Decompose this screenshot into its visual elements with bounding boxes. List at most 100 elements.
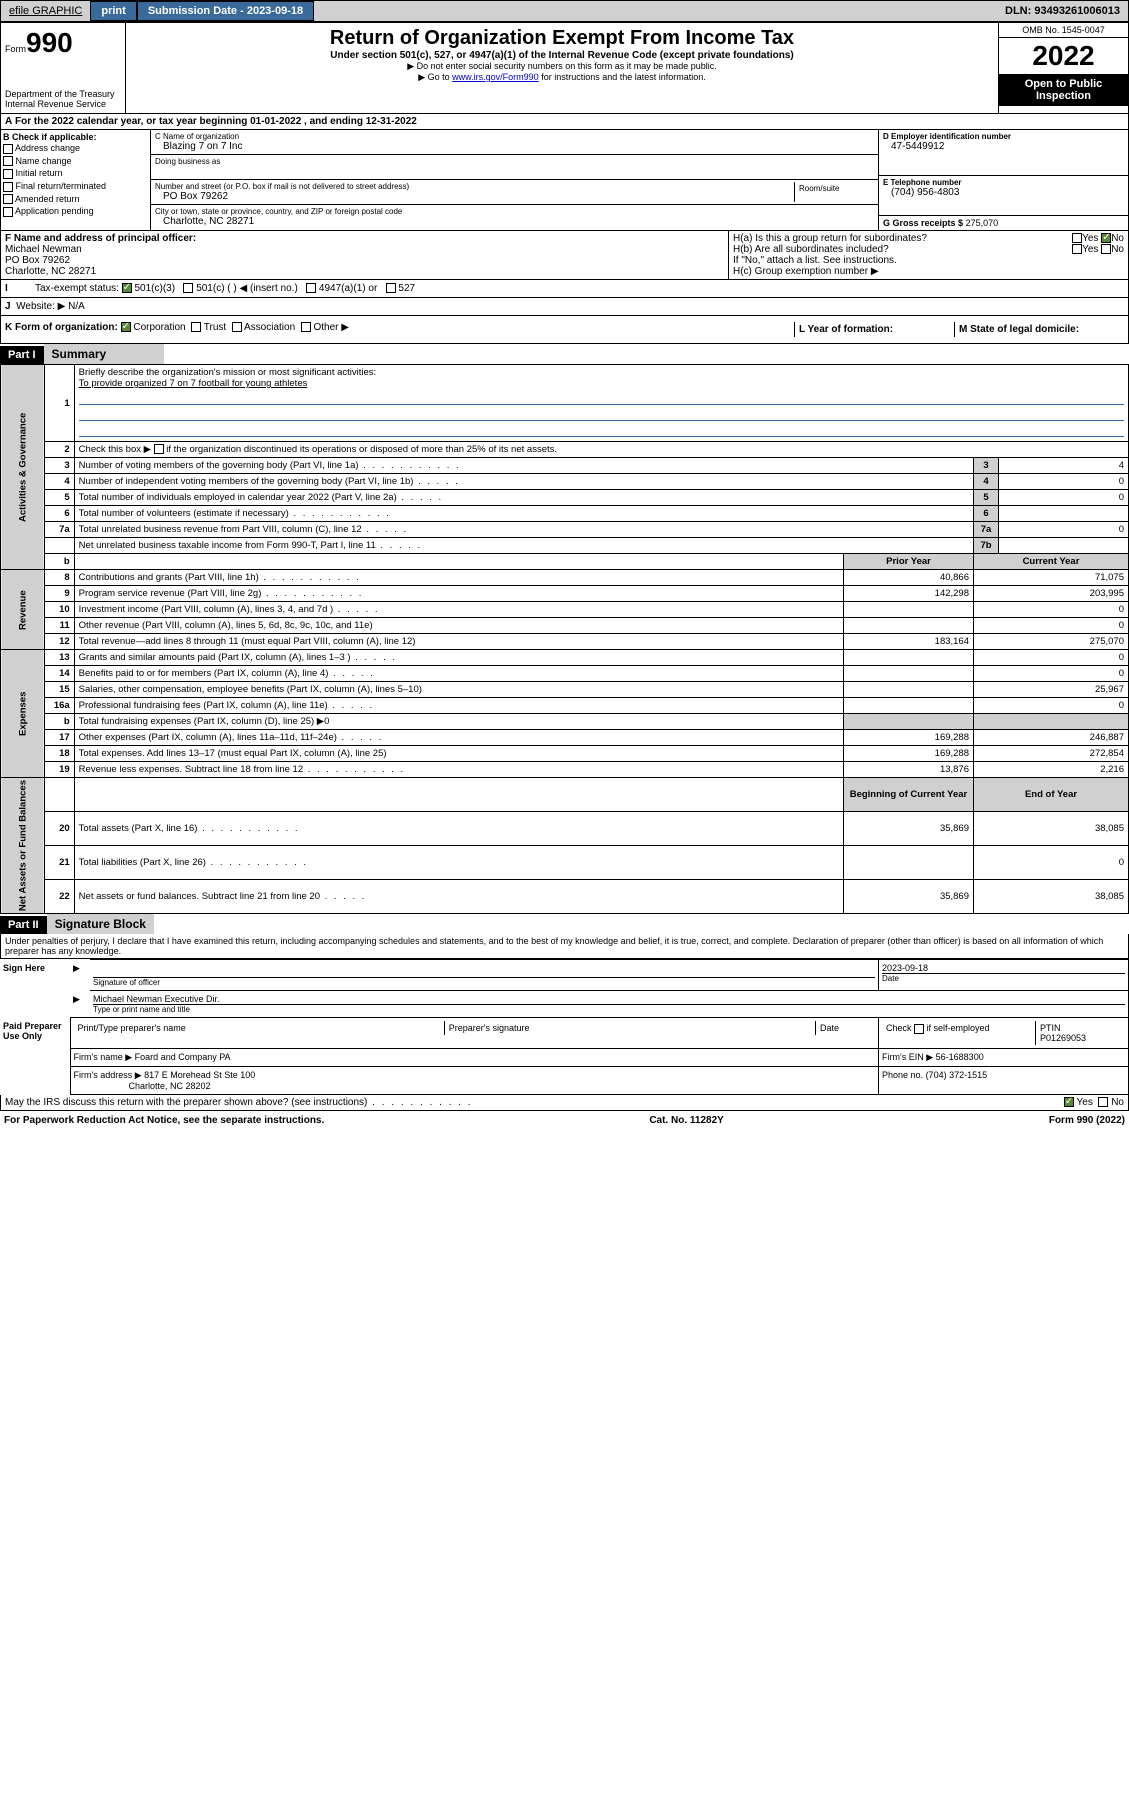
exp16a-curr: 0 [974,698,1129,714]
cb-discuss-yes[interactable] [1064,1097,1074,1107]
footer-catalog: Cat. No. 11282Y [649,1115,723,1126]
cb-hb-yes[interactable] [1072,244,1082,254]
addr-label: Number and street (or P.O. box if mail i… [155,182,794,191]
firm-ein-label: Firm's EIN ▶ [882,1052,933,1062]
declaration: Under penalties of perjury, I declare th… [0,934,1129,959]
org-city: Charlotte, NC 28271 [155,216,874,227]
officer-addr1: PO Box 79262 [5,255,724,266]
hc-label: H(c) Group exemption number ▶ [733,266,1124,277]
cb-corp[interactable] [121,322,131,332]
topbar: efile GRAPHIC print Submission Date - 20… [0,0,1129,22]
signature-table: Sign Here ▶ Signature of officer 2023-09… [0,959,1129,1095]
ein-label: D Employer identification number [883,132,1124,141]
prior-year-hdr: Prior Year [844,554,974,570]
omb-number: OMB No. 1545-0047 [999,23,1128,38]
firm-ein: 56-1688300 [936,1052,984,1062]
rev9-curr: 203,995 [974,586,1129,602]
gross-value: 275,070 [966,218,999,228]
cb-final-return[interactable] [3,182,13,192]
rev11-curr: 0 [974,618,1129,634]
prep-sig-label: Preparer's signature [444,1021,815,1035]
block-f: F Name and address of principal officer:… [1,231,728,279]
block-b-header: B Check if applicable: [3,132,148,142]
cb-other[interactable] [301,322,311,332]
prep-name-label: Print/Type preparer's name [74,1021,444,1035]
vlabel-revenue: Revenue [1,570,45,650]
footer-form: Form 990 (2022) [1049,1115,1125,1126]
cb-discuss-no[interactable] [1098,1097,1108,1107]
cb-trust[interactable] [191,322,201,332]
page-footer: For Paperwork Reduction Act Notice, see … [0,1111,1129,1130]
firm-name-label: Firm's name ▶ [74,1052,133,1062]
form-header: Form990 Department of the TreasuryIntern… [0,22,1129,114]
officer-addr2: Charlotte, NC 28271 [5,266,724,277]
org-address: PO Box 79262 [155,191,794,202]
cb-ha-yes[interactable] [1072,233,1082,243]
firm-addr-label: Firm's address ▶ [74,1070,142,1080]
gross-label: G Gross receipts $ [883,218,963,228]
cb-amended[interactable] [3,194,13,204]
exp13-curr: 0 [974,650,1129,666]
part1-header: Part ISummary [0,344,1129,364]
dln: DLN: 93493261006013 [997,3,1128,19]
block-c: C Name of organizationBlazing 7 on 7 Inc… [151,130,878,230]
cb-4947[interactable] [306,283,316,293]
form990-link[interactable]: www.irs.gov/Form990 [452,72,539,82]
firm-city: Charlotte, NC 28202 [129,1081,211,1091]
end-year-hdr: End of Year [974,778,1129,812]
part2-header: Part IISignature Block [0,914,1129,934]
cb-initial-return[interactable] [3,169,13,179]
cb-527[interactable] [386,283,396,293]
sig-date-value: 2023-09-18 [882,963,1125,973]
note2-pre: ▶ Go to [418,72,452,82]
paid-preparer-label: Paid Preparer Use Only [0,1018,70,1095]
org-name-label: C Name of organization [155,132,874,141]
cb-ha-no[interactable] [1101,233,1111,243]
block-bcde: B Check if applicable: Address change Na… [0,130,1129,231]
beg-year-hdr: Beginning of Current Year [844,778,974,812]
net21-end: 0 [974,846,1129,880]
efile-link[interactable]: efile GRAPHIC [1,3,90,19]
val-line3: 4 [999,458,1129,474]
room-label: Room/suite [799,184,870,193]
val-line6 [999,506,1129,522]
firm-address: 817 E Morehead St Ste 100 [144,1070,255,1080]
rev12-curr: 275,070 [974,634,1129,650]
exp15-curr: 25,967 [974,682,1129,698]
cb-app-pending[interactable] [3,207,13,217]
state-domicile-label: M State of legal domicile: [959,324,1079,335]
cb-address-change[interactable] [3,144,13,154]
cb-self-employed[interactable] [914,1024,924,1034]
city-label: City or town, state or province, country… [155,207,874,216]
cb-discontinued[interactable] [154,444,164,454]
cb-501c3[interactable] [122,283,132,293]
sign-here-label: Sign Here [0,960,70,1018]
rev12-prior: 183,164 [844,634,974,650]
firm-phone: (704) 372-1515 [926,1070,988,1080]
cb-501c[interactable] [183,283,193,293]
block-fh: F Name and address of principal officer:… [0,231,1129,280]
officer-name-title: Michael Newman Executive Dir. [93,994,1125,1004]
dept-label: Department of the TreasuryInternal Reven… [5,89,121,109]
cb-name-change[interactable] [3,156,13,166]
rev8-curr: 71,075 [974,570,1129,586]
exp18-prior: 169,288 [844,746,974,762]
rev10-prior [844,602,974,618]
print-button[interactable]: print [90,1,136,21]
form-number: 990 [26,27,73,58]
rev9-prior: 142,298 [844,586,974,602]
ha-label: H(a) Is this a group return for subordin… [733,233,1072,244]
sig-officer-label: Signature of officer [93,977,875,987]
rev11-prior [844,618,974,634]
mission-text: To provide organized 7 on 7 football for… [79,378,308,389]
submission-date: Submission Date - 2023-09-18 [137,1,314,21]
net20-end: 38,085 [974,812,1129,846]
exp16a-prior [844,698,974,714]
val-line7a: 0 [999,522,1129,538]
net20-beg: 35,869 [844,812,974,846]
cb-hb-no[interactable] [1101,244,1111,254]
q2-label: Check this box ▶ if the organization dis… [74,442,1128,458]
form-note1: ▶ Do not enter social security numbers o… [130,61,994,72]
cb-assoc[interactable] [232,322,242,332]
ptin-value: P01269053 [1040,1033,1121,1043]
